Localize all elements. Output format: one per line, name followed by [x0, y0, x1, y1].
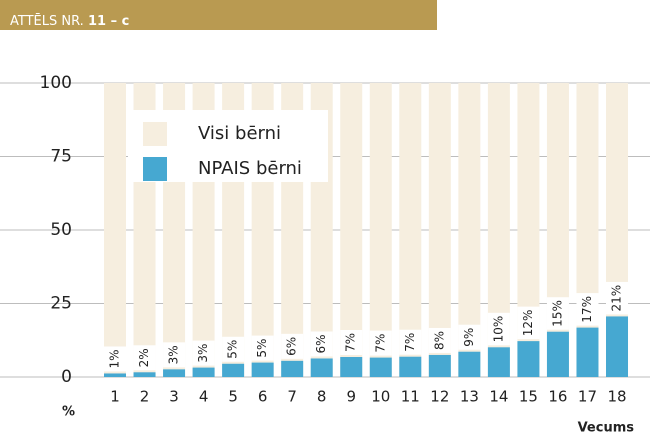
bar — [369, 357, 392, 377]
figure-label: ATTĒLS NR. — [10, 14, 84, 29]
x-tick-label: 14 — [489, 388, 508, 406]
bar — [487, 347, 510, 377]
value-label-box — [576, 293, 599, 326]
bar — [576, 327, 599, 377]
value-label: 1% — [108, 349, 122, 368]
figure-number: 11 – c — [88, 14, 129, 29]
x-tick-label: 1 — [110, 388, 120, 406]
bar — [163, 369, 186, 377]
value-label-box — [340, 330, 363, 356]
value-label-box — [369, 330, 392, 356]
header-band — [0, 0, 437, 30]
bar — [546, 331, 569, 377]
value-label-box — [487, 312, 510, 346]
value-label-box — [104, 346, 126, 372]
value-label: 21% — [610, 285, 624, 312]
bar — [399, 83, 422, 377]
y-tick-label: 75 — [50, 147, 72, 167]
x-tick-label: 18 — [607, 388, 626, 406]
value-label: 9% — [462, 328, 476, 347]
value-label-box — [222, 336, 245, 362]
y-tick-label: 0 — [61, 367, 72, 387]
value-label: 6% — [285, 337, 299, 356]
bar — [399, 356, 422, 377]
x-tick-label: 15 — [519, 388, 538, 406]
bar — [517, 341, 540, 377]
x-tick-label: 8 — [317, 388, 327, 406]
x-axis-label: Vecums — [578, 421, 635, 436]
value-label: 8% — [432, 331, 446, 350]
value-label-box — [399, 329, 422, 355]
value-label: 5% — [226, 340, 240, 359]
x-tick-label: 16 — [548, 388, 567, 406]
bar — [340, 83, 363, 377]
x-tick-label: 13 — [460, 388, 479, 406]
value-label: 3% — [196, 344, 210, 363]
value-label: 2% — [137, 348, 151, 367]
value-label-box — [606, 281, 629, 315]
bar — [222, 363, 245, 377]
value-label: 12% — [521, 310, 535, 337]
value-label: 7% — [344, 333, 358, 352]
x-tick-label: 4 — [199, 388, 209, 406]
bar — [133, 372, 156, 377]
bar — [340, 357, 363, 377]
bar — [458, 83, 481, 377]
bar — [192, 367, 215, 377]
value-label: 3% — [167, 345, 181, 364]
value-label: 15% — [550, 300, 564, 327]
bar — [606, 316, 629, 377]
bar — [458, 351, 481, 377]
x-tick-label: 17 — [578, 388, 597, 406]
y-axis-label: % — [62, 405, 75, 420]
bar — [104, 83, 126, 377]
value-label-box — [458, 324, 481, 350]
bar — [428, 354, 451, 377]
bar — [369, 83, 392, 377]
legend-label: Visi bērni — [198, 123, 281, 144]
bar — [251, 362, 274, 377]
value-label-box — [428, 327, 451, 353]
x-tick-label: 9 — [346, 388, 356, 406]
x-tick-label: 6 — [258, 388, 268, 406]
value-label-box — [546, 297, 569, 330]
bar — [517, 83, 540, 377]
value-label: 5% — [255, 339, 269, 358]
bar — [281, 360, 304, 377]
x-tick-label: 10 — [371, 388, 390, 406]
value-label: 7% — [373, 334, 387, 353]
x-tick-label: 11 — [401, 388, 420, 406]
y-tick-label: 50 — [50, 220, 72, 240]
bar — [104, 373, 126, 377]
value-label-box — [281, 333, 304, 359]
y-tick-label: 100 — [40, 73, 72, 93]
x-tick-label: 5 — [228, 388, 238, 406]
value-label: 10% — [491, 316, 505, 343]
value-label-box — [192, 340, 215, 366]
value-label: 6% — [314, 334, 328, 353]
x-tick-label: 12 — [430, 388, 449, 406]
bar — [487, 83, 510, 377]
value-label-box — [163, 342, 186, 368]
value-label-box — [310, 331, 333, 357]
legend-swatch — [143, 122, 167, 146]
header-text: ATTĒLS NR. 11 – c — [10, 14, 129, 29]
bar — [428, 83, 451, 377]
value-label: 7% — [403, 333, 417, 352]
x-tick-label: 2 — [140, 388, 150, 406]
value-label-box — [517, 306, 540, 340]
y-tick-label: 25 — [50, 294, 72, 314]
value-label-box — [133, 345, 156, 371]
legend-label: NPAIS bērni — [198, 158, 302, 179]
legend-swatch — [143, 157, 167, 181]
value-label: 17% — [580, 296, 594, 323]
value-label-box — [251, 335, 274, 361]
legend: Visi bērni NPAIS bērni — [128, 110, 328, 182]
x-tick-label: 3 — [169, 388, 179, 406]
x-tick-label: 7 — [287, 388, 297, 406]
bar — [310, 358, 333, 377]
